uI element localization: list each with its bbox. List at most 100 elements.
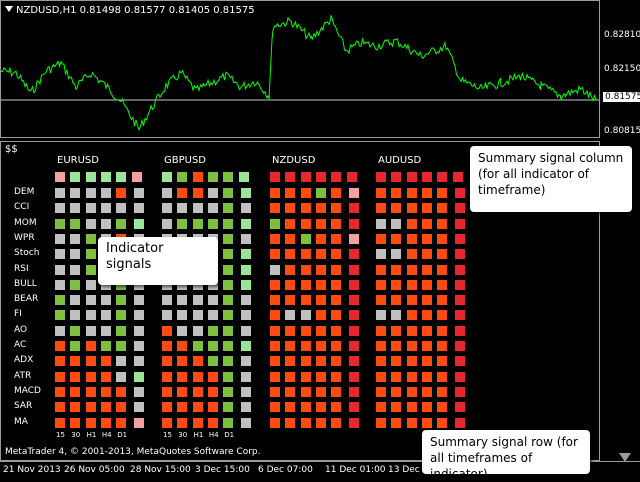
price-chart-pane[interactable]: NZDUSD,H1 0.81498 0.81577 0.81405 0.8157… [0,0,600,138]
signal-cell [300,402,311,413]
signal-cell [55,233,65,244]
signal-cell [331,233,342,244]
signal-cell [285,356,296,367]
callout-summary-column: Summary signal column (for all indicator… [446,146,632,212]
chart-shift-icon[interactable] [617,449,633,462]
summary-column-cell [133,356,144,367]
signal-cell [391,325,402,336]
signal-cell [70,295,81,306]
signal-cell [406,402,417,413]
summary-column-cell [348,310,359,321]
pair-label: EURUSD [57,155,99,166]
signal-cell [177,203,188,214]
signal-cell [437,264,448,275]
signal-cell [270,356,280,367]
signal-cell [270,203,280,214]
signal-cell [421,203,432,214]
summary-column-cell [348,264,359,275]
callout-indicator-signals: Indicator signals [98,237,218,297]
signal-cell [376,341,386,351]
signal-cell [70,264,81,275]
summary-column-cell [454,341,465,351]
summary-row-cell [346,172,357,182]
summary-column-cell [454,356,465,367]
signal-cell [406,279,417,290]
summary-column-cell [348,188,359,198]
summary-row-cell [391,172,402,182]
signal-cell [300,233,311,244]
summary-column-cell [133,417,144,428]
signal-cell [162,325,172,336]
summary-row-cell [223,172,234,182]
signal-cell [223,386,234,397]
signal-cell [300,295,311,306]
signal-cell [376,203,386,214]
signal-cell [406,417,417,428]
signal-cell [100,402,111,413]
price-axis-label: 0.80815 [604,126,640,136]
signal-cell [285,218,296,229]
signal-cell [376,371,386,382]
signal-cell [100,371,111,382]
summary-row-cell [131,172,142,182]
signal-cell [331,310,342,321]
signal-cell [406,188,417,198]
signal-cell [55,203,65,214]
signal-cell [85,249,96,260]
summary-column-cell [133,188,144,198]
signal-cell [406,371,417,382]
timeframe-label: H4 [208,431,219,439]
signal-cell [285,249,296,260]
signal-cell [391,386,402,397]
price-line [1,15,598,132]
summary-column-cell [240,249,251,260]
summary-column-cell [454,279,465,290]
indicator-row-label: RSI [14,263,29,274]
pair-label: NZDUSD [272,155,316,166]
signal-cell [70,341,81,351]
signal-cell [300,264,311,275]
signal-cell [315,356,326,367]
signal-cell [192,188,203,198]
signal-cell [437,325,448,336]
signal-cell [100,417,111,428]
signal-cell [207,402,218,413]
signal-cell [162,203,172,214]
signal-cell [300,371,311,382]
signal-cell [300,417,311,428]
signal-cell [406,233,417,244]
signal-cell [437,249,448,260]
signal-cell [223,325,234,336]
signal-cell [85,371,96,382]
indicator-row-label: MACD [14,385,41,396]
signal-cell [331,249,342,260]
signal-cell [331,279,342,290]
signal-cell [192,295,203,306]
indicator-window[interactable] [0,141,600,461]
summary-column-cell [348,203,359,214]
signal-cell [376,325,386,336]
timeframe-label: 30 [71,431,81,439]
summary-column-cell [454,233,465,244]
signal-cell [85,295,96,306]
summary-row-cell [315,172,326,182]
signal-cell [376,402,386,413]
signal-cell [285,386,296,397]
signal-cell [162,386,172,397]
summary-column-cell [454,249,465,260]
time-axis-label: 11 Dec 01:00 [325,465,386,475]
signal-cell [223,402,234,413]
signal-cell [421,325,432,336]
summary-column-cell [454,295,465,306]
signal-cell [70,218,81,229]
pair-label: GBPUSD [164,155,207,166]
signal-cell [192,203,203,214]
signal-cell [406,341,417,351]
summary-column-cell [348,386,359,397]
signal-cell [223,264,234,275]
signal-cell [70,356,81,367]
indicator-row-label: BEAR [14,294,39,305]
signal-cell [177,325,188,336]
signal-cell [421,310,432,321]
signal-cell [315,264,326,275]
